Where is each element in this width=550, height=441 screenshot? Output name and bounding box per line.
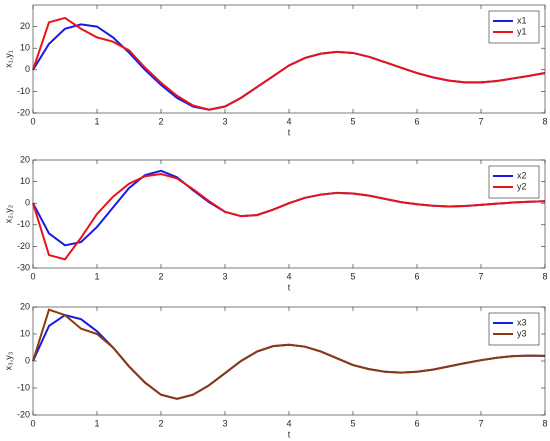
legend-box [488, 165, 540, 199]
axes-background [33, 5, 545, 113]
x-tick-label: 0 [30, 116, 35, 126]
legend-label: y3 [517, 328, 527, 338]
y-axis-label: x₃,y₃ [3, 351, 13, 370]
axes-box [32, 306, 546, 416]
x-axis-label: t [288, 127, 291, 137]
y-tick-label: 10 [20, 43, 30, 53]
x-tick-label: 6 [414, 271, 419, 281]
x-tick-label: 1 [94, 116, 99, 126]
x-tick-label: 7 [478, 271, 483, 281]
legend-label: x2 [517, 170, 527, 180]
y-tick-label: 20 [20, 154, 30, 164]
y-tick-label: 0 [25, 64, 30, 74]
x-tick-label: 4 [286, 418, 291, 428]
x-tick-label: 6 [414, 418, 419, 428]
legend-box [488, 10, 540, 44]
y-tick-label: 10 [20, 176, 30, 186]
x-tick-label: 5 [350, 418, 355, 428]
y-tick-label: 10 [20, 328, 30, 338]
y-tick-label: 20 [20, 301, 30, 311]
y-tick-label: -10 [17, 382, 30, 392]
x-tick-label: 8 [542, 271, 547, 281]
legend-box [488, 312, 540, 346]
x-tick-label: 0 [30, 418, 35, 428]
y-tick-label: -20 [17, 409, 30, 419]
x-tick-label: 3 [222, 116, 227, 126]
y-tick-label: -20 [17, 107, 30, 117]
x-tick-label: 2 [158, 116, 163, 126]
x-tick-label: 6 [414, 116, 419, 126]
x-axis-label: t [288, 429, 291, 439]
y-tick-label: -10 [17, 219, 30, 229]
series-line [32, 16, 546, 111]
x-tick-label: 4 [286, 271, 291, 281]
y-tick-label: -20 [17, 241, 30, 251]
legend-label: x1 [517, 15, 527, 25]
x-tick-label: 5 [350, 271, 355, 281]
x-tick-label: 2 [158, 418, 163, 428]
x-tick-label: 8 [542, 116, 547, 126]
x-tick-label: 4 [286, 116, 291, 126]
x-tick-label: 7 [478, 418, 483, 428]
legend-label: x3 [517, 317, 527, 327]
x-tick-label: 0 [30, 271, 35, 281]
y-tick-label: 20 [20, 21, 30, 31]
x-tick-label: 2 [158, 271, 163, 281]
x-tick-label: 3 [222, 271, 227, 281]
series-line [32, 308, 546, 400]
legend-label: y1 [517, 26, 527, 36]
y-tick-label: -10 [17, 86, 30, 96]
x-tick-label: 5 [350, 116, 355, 126]
x-axis-label: t [288, 282, 291, 292]
x-tick-label: 3 [222, 418, 227, 428]
axes-background [33, 160, 545, 268]
y-axis-label: x₁,y₁ [3, 50, 13, 68]
y-tick-label: 0 [25, 355, 30, 365]
y-tick-label: 0 [25, 198, 30, 208]
x-tick-label: 8 [542, 418, 547, 428]
y-axis-label: x₂,y₂ [3, 204, 13, 223]
axes-background [33, 307, 545, 415]
y-tick-label: -30 [17, 262, 30, 272]
axes-box [32, 159, 546, 269]
x-tick-label: 7 [478, 116, 483, 126]
series-line [32, 173, 546, 261]
legend-label: y2 [517, 181, 527, 191]
axes-box [32, 4, 546, 114]
x-tick-label: 1 [94, 271, 99, 281]
x-tick-label: 1 [94, 418, 99, 428]
